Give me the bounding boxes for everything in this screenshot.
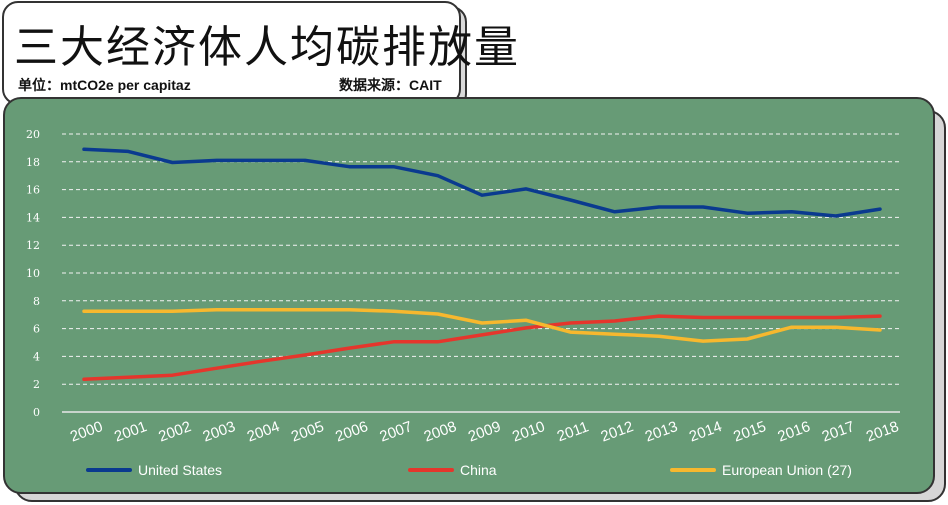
grid-lines [62,133,900,413]
x-tick-label: 2008 [422,418,459,445]
x-tick-label: 2018 [864,418,901,445]
series-line-united-states [82,147,882,218]
x-tick-label: 2010 [510,418,547,445]
y-tick-label: 10 [26,267,40,280]
chart-panel [3,97,935,494]
y-tick-label: 8 [33,295,40,308]
y-tick-label: 20 [26,128,40,141]
x-tick-label: 2003 [201,418,238,445]
x-tick-label: 2009 [466,418,503,445]
legend-label-united-states: United States [138,462,222,478]
x-tick-label: 2001 [112,418,149,445]
x-tick-label: 2007 [377,418,414,445]
unit-label: 单位：mtCO2e per capitaz [18,77,191,93]
series-line-european-union [82,308,882,343]
y-tick-label: 0 [33,406,40,419]
x-axis-ticks: 2000 2001 2002 2003 2004 2005 2006 2007 2008 2009… [68,418,901,445]
y-axis-ticks: 0 2 4 6 8 10 12 14 16 18 20 [26,128,40,419]
legend: United States China European Union (27) [86,462,852,478]
y-tick-label: 12 [26,239,40,252]
x-tick-label: 2002 [156,418,193,445]
series-lines [82,147,882,382]
x-tick-label: 2016 [775,418,812,445]
x-tick-label: 2004 [245,418,282,445]
x-tick-label: 2015 [731,418,768,445]
x-tick-label: 2014 [687,418,724,445]
x-tick-label: 2011 [555,418,591,445]
x-tick-label: 2012 [599,418,636,445]
series-line-china [82,314,882,382]
x-tick-label: 2006 [333,418,370,445]
title-card: 三大经济体人均碳排放量 单位：mtCO2e per capitaz 数据来源：C… [2,1,518,105]
legend-label-european-union: European Union (27) [722,462,852,478]
x-tick-label: 2017 [820,418,857,445]
chart-title: 三大经济体人均碳排放量 [14,22,520,73]
x-tick-label: 2013 [643,418,680,445]
source-label: 数据来源：CAIT [339,77,442,93]
legend-label-china: China [460,462,497,478]
y-tick-label: 2 [33,378,40,391]
y-tick-label: 18 [26,156,40,169]
y-tick-label: 14 [26,211,40,224]
x-tick-label: 2005 [289,418,326,445]
y-tick-label: 6 [33,323,40,336]
x-tick-label: 2000 [68,418,105,445]
y-tick-label: 16 [26,184,40,197]
y-tick-label: 4 [33,350,40,363]
